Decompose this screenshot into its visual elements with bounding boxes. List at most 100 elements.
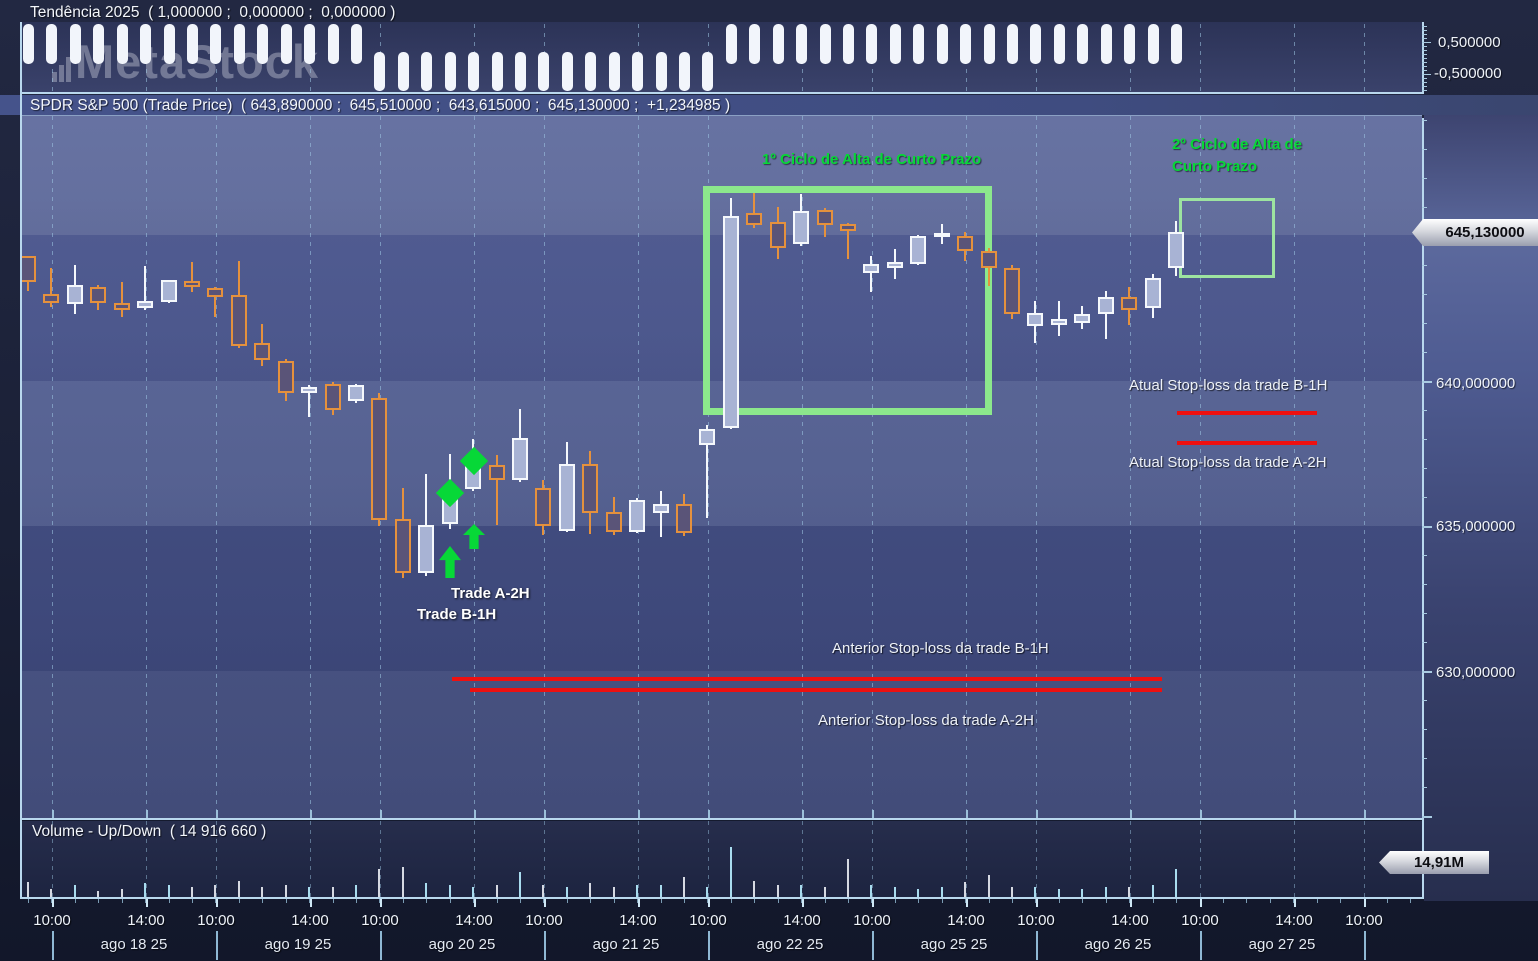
time-label: 14:00 [947,912,985,929]
main-plot-top-line [20,115,1422,116]
hour-tick [473,897,474,903]
trade-b-label[interactable]: Trade B-1H [417,606,497,623]
cycle2-annotation-label-line2[interactable]: Curto Prazo [1172,158,1258,175]
indicator-plot-area[interactable] [22,22,1422,92]
session-tick [310,810,312,818]
price-label-630: 630,000000 [1436,664,1516,681]
top-panel-bottom-axis [20,92,1424,94]
major-time-tick [1364,897,1366,907]
day-separator [380,931,382,960]
hour-tick [122,897,123,903]
hour-tick [450,897,451,903]
date-label: ago 20 25 [428,936,496,953]
time-label: 14:00 [127,912,165,929]
time-label: 10:00 [197,912,235,929]
candle-wick [74,265,76,314]
candle-body [676,504,692,533]
session-tick [380,810,382,818]
hour-tick [426,897,427,903]
hour-tick [590,897,591,903]
hour-tick [731,897,732,903]
indicator-axis-tick [1422,62,1427,63]
indicator-axis-tick [1422,58,1427,59]
major-time-tick [708,897,710,907]
buy-arrow-icon-1[interactable] [463,524,485,549]
major-time-tick [872,897,874,907]
anterior-stoploss-a-label[interactable]: Anterior Stop-loss da trade A-2H [818,712,1034,729]
buy-arrow-icon-0[interactable] [439,546,461,578]
candle-wick [683,494,685,536]
hour-tick [1223,897,1224,903]
stoploss-line-2[interactable] [452,677,1162,681]
stoploss-line-1[interactable] [1177,441,1317,445]
cycle-box-2[interactable] [1179,198,1275,278]
day-separator [544,931,546,960]
candle-body [231,295,247,346]
hour-tick [637,897,638,903]
candle-wick [191,262,193,292]
candle-body [1051,319,1067,325]
candle-body [301,387,317,393]
candle-body [1027,313,1043,326]
day-separator [1036,931,1038,960]
hour-tick [520,897,521,903]
session-tick [1364,810,1366,818]
price-label-635: 635,000000 [1436,518,1516,535]
session-tick [216,810,218,818]
time-axis: 10:00 14:00 10:00 14:00 10:00 14:00 10:00 14:00… [0,895,1538,961]
major-time-tick [52,897,54,907]
candle-body [1098,297,1114,314]
indicator-axis-tick [1422,70,1427,71]
indicator-axis-label-positive: 0,500000 [1438,34,1501,51]
hour-tick [379,897,380,903]
candle-wick [1175,221,1177,276]
hour-tick [403,897,404,903]
hour-tick [215,897,216,903]
candle-wick [238,261,240,348]
candle-body [371,398,387,520]
hour-tick [1059,897,1060,903]
day-separator [872,931,874,960]
price-label-640: 640,000000 [1436,375,1516,392]
hour-tick [1012,897,1013,903]
candle-body [254,343,270,360]
hour-tick [1246,897,1247,903]
volume-plot-area[interactable] [22,821,1422,897]
signal-diamond-icon-0[interactable] [435,478,465,508]
time-label: 14:00 [291,912,329,929]
session-tick [802,810,804,818]
metastock-watermark: MetaStock [52,34,319,89]
day-separator [1364,931,1366,960]
date-label: ago 25 25 [920,936,988,953]
candle-body [395,519,411,573]
atual-stoploss-a-label[interactable]: Atual Stop-loss da trade A-2H [1129,454,1327,471]
candle-wick [1034,301,1036,343]
candle-body [67,285,83,304]
indicator-axis-tick [1422,66,1427,67]
candle-wick [97,285,99,310]
signal-diamond-icon-1[interactable] [459,446,489,476]
cycle1-annotation-label[interactable]: 1º Ciclo de Alta de Curto Prazo [762,151,982,168]
time-label: 10:00 [853,912,891,929]
candle-body [418,525,434,573]
cycle2-annotation-label-line1[interactable]: 2º Ciclo de Alta de [1172,136,1302,153]
stoploss-line-0[interactable] [1177,411,1317,415]
stoploss-line-3[interactable] [470,688,1162,692]
candle-body [114,303,130,310]
hour-tick [1129,897,1130,903]
hour-tick [75,897,76,903]
candle-wick [168,280,170,303]
major-time-tick [474,897,476,907]
candle-wick [660,491,662,537]
time-label: 10:00 [1345,912,1383,929]
trade-a-label[interactable]: Trade A-2H [451,585,530,602]
session-tick [544,810,546,818]
atual-stoploss-b-label[interactable]: Atual Stop-loss da trade B-1H [1129,377,1328,394]
anterior-stoploss-b-label[interactable]: Anterior Stop-loss da trade B-1H [832,640,1049,657]
candle-body [184,281,200,287]
gridline-main [310,116,311,818]
cycle-box-1[interactable] [703,186,992,415]
major-time-tick [638,897,640,907]
